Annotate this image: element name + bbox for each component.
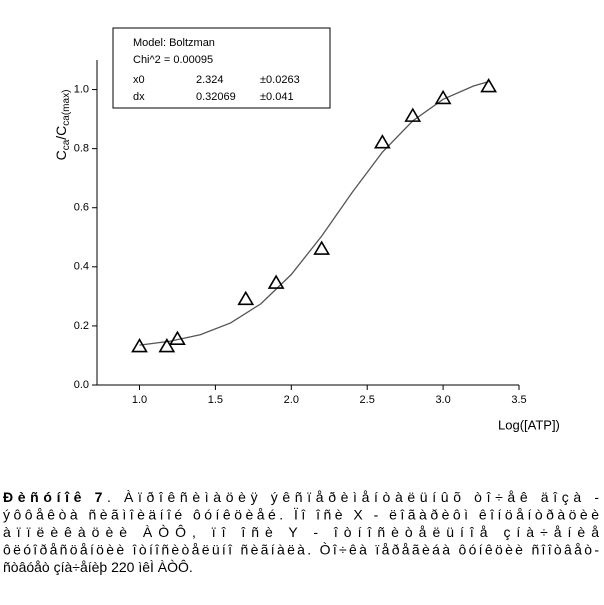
caption-text: . Àïðîêñèìàöèÿ ýêñïåðèìåíòàëüíûõ òî÷åê ä… <box>107 489 599 505</box>
fit-cell: x0 <box>133 74 145 86</box>
fit-chi2: Chi^2 = 0.00095 <box>133 54 213 66</box>
fit-cell: dx <box>133 91 145 103</box>
caption-line: àïïëèêàöèè ÀÒÔ, ïî îñè Y - îòíîñèòåëüíîå… <box>3 524 599 540</box>
caption-line: Ðèñóíîê 7. Àïðîêñèìàöèÿ ýêñïåðèìåíòàëüíû… <box>3 489 599 505</box>
data-point <box>267 274 285 289</box>
data-point <box>313 240 331 255</box>
fit-cell: 2.324 <box>196 74 224 86</box>
data-point <box>237 290 255 306</box>
x-tick-label: 2.0 <box>284 394 299 406</box>
x-tick-label: 1.0 <box>132 394 147 406</box>
caption-text: ýôôåêòà ñèãìîèäíîé ôóíêöèåé. Ïî îñè X - … <box>3 506 599 522</box>
caption-label: Ðèñóíîê 7 <box>3 489 103 505</box>
data-point <box>404 107 422 122</box>
caption-line: ôëóîðåñöåíöèè îòíîñèòåëüíî ñèãíàëà. Òî÷ê… <box>3 541 599 557</box>
y-label-part: C <box>53 150 69 160</box>
fit-cell: 0.32069 <box>196 91 236 103</box>
y-tick-label: 0.2 <box>74 320 89 332</box>
x-tick-label: 3.5 <box>511 394 526 406</box>
data-point <box>169 330 186 346</box>
fit-cell: ±0.0263 <box>260 74 300 86</box>
data-point <box>480 78 498 93</box>
x-tick-label: 3.0 <box>435 394 450 406</box>
data-point <box>373 134 391 149</box>
fit-cell: ±0.041 <box>260 91 294 103</box>
x-axis-label: Log([ATP]) <box>498 417 560 432</box>
data-point <box>158 338 176 353</box>
caption-text: ôëóîðåñöåíöèè îòíîñèòåëüíî ñèãíàëà. Òî÷ê… <box>3 541 599 557</box>
caption-line: ýôôåêòà ñèãìîèäíîé ôóíêöèåé. Ïî îñè X - … <box>3 506 599 522</box>
y-tick-label: 0.4 <box>74 261 89 273</box>
y-label-part: /C <box>53 126 69 140</box>
data-point <box>131 338 148 353</box>
y-tick-label: 1.0 <box>74 83 89 95</box>
caption-line: ñòâóåò çíà÷åíèþ 220 ìêÌ ÀÒÔ. <box>3 559 193 575</box>
fit-box <box>112 27 331 109</box>
x-tick-label: 1.5 <box>208 394 223 406</box>
y-tick-label: 0.0 <box>74 379 89 391</box>
y-label-part: ca <box>61 139 72 150</box>
x-tick-label: 2.5 <box>360 394 375 406</box>
fit-curve <box>139 80 489 346</box>
y-tick-label: 0.6 <box>74 202 89 214</box>
fit-model: Model: Boltzman <box>133 37 215 49</box>
data-point <box>434 89 452 105</box>
y-axis-label: Cca/Cca(max) <box>53 90 72 161</box>
y-tick-label: 0.8 <box>74 143 89 155</box>
caption-text: àïïëèêàöèè ÀÒÔ, ïî îñè Y - îòíîñèòåëüíîå… <box>3 524 599 540</box>
y-label-part: ca(max) <box>61 90 72 126</box>
caption-text: ñòâóåò çíà÷åíèþ 220 ìêÌ ÀÒÔ. <box>3 559 193 575</box>
